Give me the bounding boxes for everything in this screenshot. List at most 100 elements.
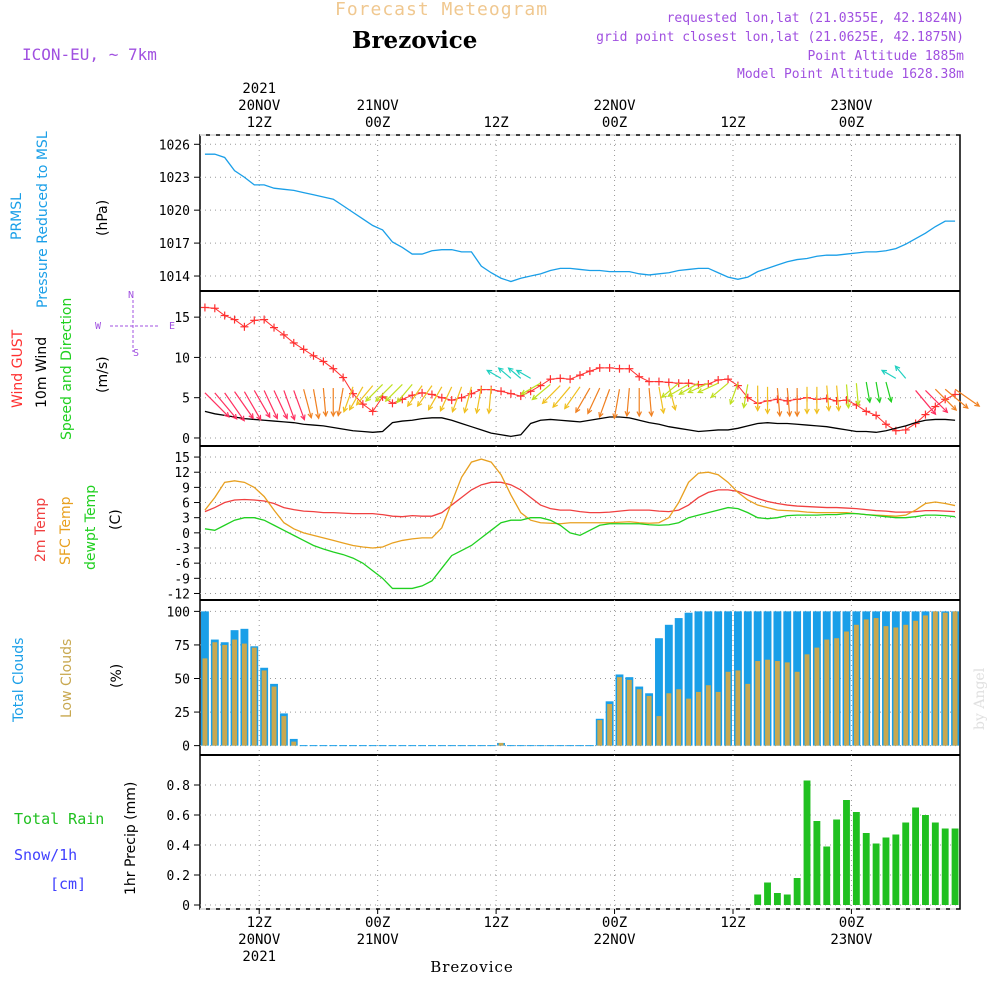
wind-direction-arrow xyxy=(825,385,832,412)
plot-frame xyxy=(199,134,961,910)
wind-arrow-head xyxy=(764,408,771,415)
wind-gust-marker xyxy=(368,407,377,416)
wind-direction-arrow xyxy=(520,382,541,395)
wind-arrow-head xyxy=(497,367,504,373)
temp-dewpt-label: dewpt Temp xyxy=(83,485,99,570)
wind-arrow-shaft xyxy=(463,386,473,413)
wind-arrow-shaft xyxy=(439,386,453,412)
wind-direction-arrow xyxy=(624,387,631,418)
station-title: Brezovice xyxy=(352,27,477,54)
wind-arrow-head xyxy=(541,398,548,405)
wind-gust-marker xyxy=(881,420,890,429)
total-clouds-bar xyxy=(704,611,713,746)
wind-arrow-head xyxy=(342,406,348,413)
wind-arrow-head xyxy=(224,411,230,418)
wind-arrow-head xyxy=(754,405,761,412)
wind-gust-marker xyxy=(832,396,841,405)
wind-direction-arrow xyxy=(273,390,288,420)
pressure-label-unit: (hPa) xyxy=(95,200,111,236)
wind-arrow-shaft xyxy=(845,384,850,408)
wind-gust-marker xyxy=(585,367,594,376)
wind-arrow-shaft xyxy=(224,392,245,422)
wind-arrow-shaft xyxy=(658,386,665,414)
wind-direction-arrow xyxy=(835,385,842,412)
bottom-time-label-line: 2021 xyxy=(242,949,276,965)
y-tick-label: 0 xyxy=(182,432,190,447)
wind-arrow-shaft xyxy=(532,383,551,400)
y-tick-label: 15 xyxy=(174,311,190,326)
wind-direction-arrow xyxy=(776,387,783,418)
wind-arrow-head xyxy=(974,401,981,407)
wind-arrow-shaft xyxy=(575,387,591,413)
wind-arrow-shaft xyxy=(944,388,969,409)
low-clouds-bar xyxy=(735,670,741,746)
low-clouds-bar xyxy=(212,642,218,746)
snow-unit-legend: [cm] xyxy=(50,875,86,893)
wind-arrow-shaft xyxy=(786,387,791,416)
precip-bar xyxy=(793,878,801,905)
wind-arrow-shaft xyxy=(668,385,676,410)
wind-arrow-head xyxy=(794,411,800,418)
wind-direction-arrow xyxy=(384,383,403,402)
wind-arrow-shaft xyxy=(729,382,739,405)
temp-dewpt-line xyxy=(204,506,956,590)
low-clouds-bar xyxy=(853,624,859,746)
wind-arrow-shaft xyxy=(234,391,254,419)
wind-arrow-shaft xyxy=(488,386,492,414)
wind-arrow-head xyxy=(894,365,901,372)
low-clouds-bar xyxy=(676,689,682,746)
top-time-label-line: 22NOV xyxy=(593,98,636,114)
wind-arrow-head xyxy=(451,406,457,413)
label-layer: 10141017102010231026051015-12-9-6-303691… xyxy=(159,81,873,965)
y-tick-label: 5 xyxy=(182,392,190,407)
low-clouds-bar xyxy=(784,662,790,746)
wind-gust-marker xyxy=(684,379,693,388)
wind-arrow-head xyxy=(671,404,677,412)
wind-direction-arrow xyxy=(253,390,271,419)
wind-direction-arrow xyxy=(355,385,374,406)
wind-arrow-head xyxy=(439,405,445,413)
wind-arrow-shaft xyxy=(710,382,729,398)
wind-arrow-shaft xyxy=(925,390,948,413)
wind-arrow-shaft xyxy=(356,385,374,406)
low-clouds-bar xyxy=(883,626,889,746)
low-clouds-bar xyxy=(834,638,840,746)
wind-gust-marker xyxy=(289,338,298,347)
wind-gust-marker xyxy=(724,375,733,384)
wind-arrow-head xyxy=(825,405,832,412)
wind-arrow-head xyxy=(835,405,842,412)
snow-legend: Snow/1h xyxy=(14,846,77,864)
wind-arrow-shaft xyxy=(349,386,364,411)
low-clouds-bar xyxy=(597,720,603,746)
wind-gust-marker xyxy=(457,393,466,402)
wind-arrow-head xyxy=(804,408,810,415)
wind-direction-arrow xyxy=(427,386,443,411)
wind-direction-arrow xyxy=(612,389,621,420)
wind-arrow-head xyxy=(239,415,245,422)
low-clouds-bar xyxy=(626,679,632,746)
wind-arrow-shaft xyxy=(322,387,327,416)
low-clouds-bar xyxy=(705,685,711,746)
wind-direction-arrow xyxy=(283,390,296,421)
low-clouds-bar xyxy=(745,683,751,746)
wind-arrow-shaft xyxy=(915,390,936,415)
wind-gust-marker xyxy=(783,396,792,405)
wind-direction-arrow xyxy=(322,387,329,418)
wind-arrow-head xyxy=(855,400,861,407)
wind-arrow-head xyxy=(598,411,604,419)
precip-bar xyxy=(823,846,831,905)
wind-arrow-head xyxy=(786,411,793,418)
wind-gust-marker xyxy=(388,399,397,408)
precip-bar xyxy=(862,833,870,905)
wind-arrow-shaft xyxy=(661,382,680,398)
wind-gust-marker xyxy=(250,316,259,325)
wind-direction-arrow xyxy=(865,381,872,404)
wind-direction-arrow xyxy=(486,386,493,415)
wind-direction-arrow xyxy=(462,386,473,414)
wind-arrow-head xyxy=(315,413,321,420)
wind-gust-marker xyxy=(773,395,782,404)
wind-direction-arrow xyxy=(729,382,739,406)
bottom-time-label: 12Z xyxy=(483,909,509,931)
precip-bar xyxy=(902,822,910,905)
